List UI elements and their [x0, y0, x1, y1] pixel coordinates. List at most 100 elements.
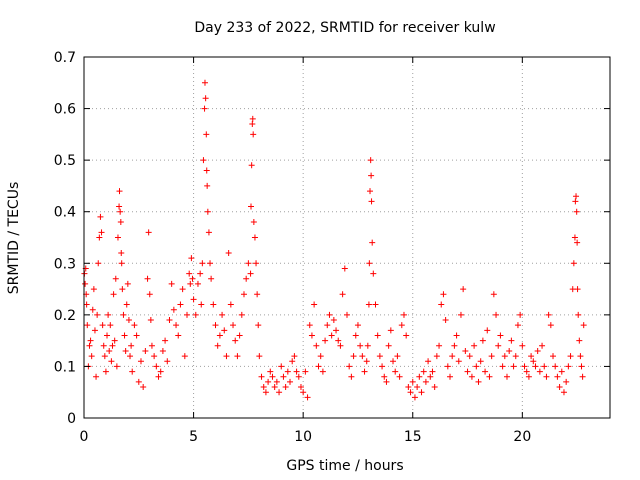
data-point [144, 275, 151, 282]
data-point [339, 291, 346, 298]
data-point [120, 311, 127, 318]
data-point [192, 311, 199, 318]
data-point [190, 296, 197, 303]
data-point [230, 322, 237, 329]
data-point [416, 373, 423, 380]
data-point [503, 373, 510, 380]
data-point [560, 389, 567, 396]
plot-frame [83, 56, 611, 419]
data-point [575, 311, 582, 318]
data-point [573, 193, 580, 200]
x-tick-label: 15 [404, 429, 422, 445]
data-point [350, 353, 357, 360]
data-point [94, 311, 101, 318]
data-point [204, 208, 211, 215]
data-point [247, 270, 254, 277]
data-point [109, 342, 116, 349]
y-tick-label: 0.7 [54, 50, 76, 66]
data-point [133, 332, 140, 339]
data-point [93, 373, 100, 380]
data-point [105, 311, 112, 318]
data-point [519, 342, 526, 349]
data-point [267, 368, 274, 375]
data-point [232, 337, 239, 344]
data-point [253, 260, 260, 267]
data-point [203, 131, 210, 138]
axis-ticks: 0 0.1 0.2 0.3 0.4 0.5 0.6 0.7 0 5 10 15 20 [54, 50, 610, 445]
y-tick-label: 0.3 [54, 256, 76, 272]
data-point [271, 384, 278, 391]
data-point [357, 342, 364, 349]
data-point [324, 322, 331, 329]
data-point [528, 353, 535, 360]
data-point [385, 342, 392, 349]
data-point [122, 347, 129, 354]
data-point [153, 363, 160, 370]
data-point [365, 301, 372, 308]
data-point [379, 363, 386, 370]
data-point [238, 311, 245, 318]
data-point [97, 213, 104, 220]
data-point [249, 115, 256, 122]
data-point [116, 203, 123, 210]
data-point [497, 332, 504, 339]
data-point [508, 337, 515, 344]
grid [84, 57, 610, 418]
y-tick-label: 0.1 [54, 359, 76, 375]
data-point [302, 368, 309, 375]
data-point [462, 347, 469, 354]
data-point [580, 322, 587, 329]
data-point [466, 353, 473, 360]
data-point [166, 317, 173, 324]
data-point [567, 353, 574, 360]
data-point [162, 337, 169, 344]
data-point [227, 301, 234, 308]
data-point [319, 368, 326, 375]
data-point [248, 203, 255, 210]
data-point [96, 234, 103, 241]
y-tick-label: 0 [67, 411, 76, 427]
x-tick-label: 10 [294, 429, 312, 445]
data-point [116, 188, 123, 195]
data-point [525, 373, 532, 380]
data-point [479, 337, 486, 344]
data-point [278, 363, 285, 370]
data-point [451, 342, 458, 349]
data-point [460, 286, 467, 293]
data-point [534, 347, 541, 354]
data-point [142, 347, 149, 354]
data-point [541, 363, 548, 370]
data-point [477, 358, 484, 365]
data-point [326, 311, 333, 318]
data-point [86, 342, 93, 349]
data-point [82, 280, 89, 287]
x-tick-label: 0 [80, 429, 89, 445]
data-point [102, 368, 109, 375]
data-point [118, 260, 125, 267]
data-point [110, 291, 117, 298]
data-point [148, 342, 155, 349]
data-point [201, 79, 208, 86]
data-point [440, 291, 447, 298]
data-point [369, 239, 376, 246]
data-point [306, 322, 313, 329]
data-point [181, 353, 188, 360]
data-point [573, 208, 580, 215]
data-point [265, 378, 272, 385]
data-point [354, 322, 361, 329]
data-point [572, 198, 579, 205]
data-point [574, 239, 581, 246]
data-point [368, 172, 375, 179]
data-point [250, 219, 257, 226]
data-point [205, 229, 212, 236]
data-point [101, 353, 108, 360]
data-point [127, 353, 134, 360]
data-point [248, 162, 255, 169]
data-point [119, 286, 126, 293]
data-point [490, 291, 497, 298]
data-point [173, 322, 180, 329]
data-point [308, 332, 315, 339]
data-point [364, 342, 371, 349]
data-point [117, 219, 124, 226]
y-tick-label: 0.2 [54, 308, 76, 324]
